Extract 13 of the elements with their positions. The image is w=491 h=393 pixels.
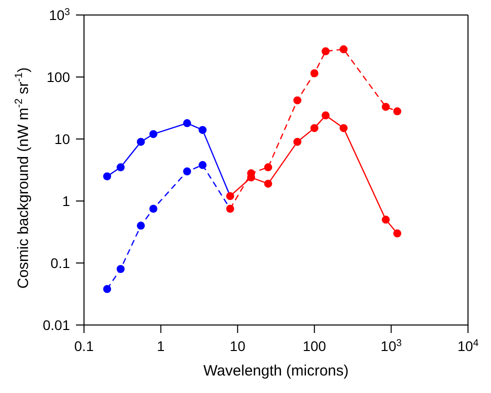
y-tick-label: 0.01 bbox=[42, 317, 70, 333]
y-tick-label: 1 bbox=[62, 193, 70, 209]
x-tick-label: 1 bbox=[156, 338, 165, 354]
x-tick-label: 10 bbox=[230, 338, 246, 354]
y-tick-label: 10 bbox=[54, 131, 70, 147]
y-tick-label: 10$^{3}$ bbox=[48, 6, 71, 23]
y-tick-label: 100 bbox=[46, 69, 70, 85]
x-tick-label: 10$^{3}$ bbox=[380, 338, 402, 354]
y-tick-label: 0.1 bbox=[50, 255, 70, 271]
x-tick-label: 10$^{4}$ bbox=[457, 338, 480, 354]
x-tick-label: 100 bbox=[302, 338, 326, 354]
x-tick-label: 0.1 bbox=[74, 338, 94, 354]
x-axis-title: Wavelength (microns) bbox=[203, 362, 349, 380]
